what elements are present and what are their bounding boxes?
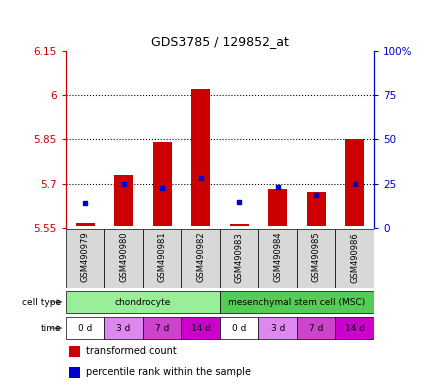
Text: GSM490982: GSM490982 — [196, 232, 205, 283]
Bar — [220, 317, 258, 339]
Bar — [66, 229, 105, 288]
Bar — [220, 229, 258, 288]
Text: GSM490980: GSM490980 — [119, 232, 128, 283]
Text: 14 d: 14 d — [191, 324, 211, 333]
Bar — [335, 229, 374, 288]
Text: chondrocyte: chondrocyte — [115, 298, 171, 306]
Text: 7 d: 7 d — [309, 324, 323, 333]
Point — [351, 181, 358, 187]
Text: cell type: cell type — [23, 298, 62, 306]
Text: GSM490981: GSM490981 — [158, 232, 167, 283]
Text: percentile rank within the sample: percentile rank within the sample — [86, 367, 251, 377]
Text: GSM490986: GSM490986 — [350, 232, 359, 283]
Bar — [220, 291, 374, 313]
Bar — [258, 229, 297, 288]
Text: 3 d: 3 d — [271, 324, 285, 333]
Text: GSM490983: GSM490983 — [235, 232, 244, 283]
Bar — [76, 223, 95, 226]
Bar — [69, 346, 80, 357]
Bar — [66, 317, 105, 339]
Text: GSM490985: GSM490985 — [312, 232, 321, 283]
Bar — [114, 175, 133, 226]
Text: 0 d: 0 d — [232, 324, 246, 333]
Bar — [181, 317, 220, 339]
Point — [313, 192, 320, 198]
Point — [274, 184, 281, 190]
Text: GSM490984: GSM490984 — [273, 232, 282, 283]
Point — [82, 200, 88, 206]
Bar — [143, 229, 181, 288]
Bar — [297, 229, 335, 288]
Text: 3 d: 3 d — [116, 324, 131, 333]
Bar — [306, 192, 326, 226]
Bar — [105, 229, 143, 288]
Point — [236, 199, 243, 205]
Bar — [258, 317, 297, 339]
Bar — [268, 189, 287, 226]
Bar — [335, 317, 374, 339]
Bar — [69, 367, 80, 378]
Bar — [105, 317, 143, 339]
Bar — [297, 317, 335, 339]
Bar — [345, 139, 364, 226]
Bar — [181, 229, 220, 288]
Point — [197, 175, 204, 181]
Text: GSM490979: GSM490979 — [81, 232, 90, 283]
Point — [159, 185, 166, 191]
Text: 14 d: 14 d — [345, 324, 365, 333]
Bar — [191, 89, 210, 226]
Text: mesenchymal stem cell (MSC): mesenchymal stem cell (MSC) — [228, 298, 366, 306]
Bar — [153, 142, 172, 226]
Text: time: time — [41, 324, 62, 333]
Point — [120, 181, 127, 187]
Bar — [66, 291, 220, 313]
Text: 0 d: 0 d — [78, 324, 92, 333]
Bar — [230, 224, 249, 226]
Text: transformed count: transformed count — [86, 346, 177, 356]
Title: GDS3785 / 129852_at: GDS3785 / 129852_at — [151, 35, 289, 48]
Bar — [143, 317, 181, 339]
Text: 7 d: 7 d — [155, 324, 169, 333]
